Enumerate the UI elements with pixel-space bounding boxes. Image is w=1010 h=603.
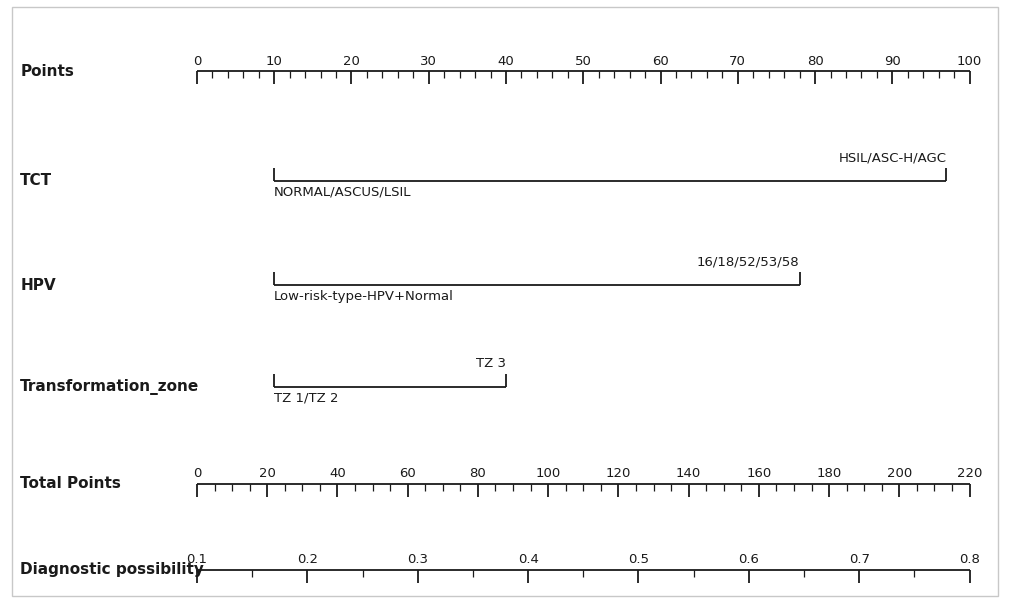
Text: 16/18/52/53/58: 16/18/52/53/58 [697, 255, 800, 268]
Text: 10: 10 [266, 54, 283, 68]
Text: 140: 140 [676, 467, 701, 480]
Text: 0: 0 [193, 54, 201, 68]
Text: 80: 80 [470, 467, 486, 480]
Text: 0.3: 0.3 [407, 553, 428, 566]
Text: 20: 20 [343, 54, 360, 68]
Text: 0: 0 [193, 467, 201, 480]
Text: 0.4: 0.4 [518, 553, 538, 566]
Text: 0.5: 0.5 [628, 553, 649, 566]
Text: 40: 40 [329, 467, 345, 480]
Text: 20: 20 [259, 467, 276, 480]
Text: 0.2: 0.2 [297, 553, 318, 566]
Text: 30: 30 [420, 54, 437, 68]
Text: 50: 50 [575, 54, 592, 68]
Text: HPV: HPV [20, 278, 56, 292]
Text: 60: 60 [652, 54, 669, 68]
Text: 0.6: 0.6 [738, 553, 760, 566]
Text: 70: 70 [729, 54, 746, 68]
Text: 40: 40 [498, 54, 514, 68]
Text: 200: 200 [887, 467, 912, 480]
Text: 100: 100 [956, 54, 982, 68]
Text: 220: 220 [956, 467, 983, 480]
Text: Diagnostic possibility: Diagnostic possibility [20, 563, 204, 577]
Text: Points: Points [20, 64, 74, 78]
Text: Total Points: Total Points [20, 476, 121, 491]
Text: 80: 80 [807, 54, 823, 68]
Text: TCT: TCT [20, 174, 53, 188]
Text: 0.7: 0.7 [848, 553, 870, 566]
Text: 60: 60 [399, 467, 416, 480]
Text: Transformation_zone: Transformation_zone [20, 379, 199, 395]
Text: 100: 100 [535, 467, 561, 480]
Text: TZ 1/TZ 2: TZ 1/TZ 2 [275, 392, 338, 405]
Text: 90: 90 [884, 54, 901, 68]
Text: NORMAL/ASCUS/LSIL: NORMAL/ASCUS/LSIL [275, 186, 412, 199]
Text: 0.8: 0.8 [960, 553, 980, 566]
Text: HSIL/ASC-H/AGC: HSIL/ASC-H/AGC [838, 151, 946, 164]
Text: TZ 3: TZ 3 [476, 357, 506, 370]
Text: 0.1: 0.1 [187, 553, 207, 566]
Text: 180: 180 [816, 467, 841, 480]
Text: Low-risk-type-HPV+Normal: Low-risk-type-HPV+Normal [275, 290, 454, 303]
Text: 120: 120 [606, 467, 631, 480]
Text: 160: 160 [746, 467, 772, 480]
